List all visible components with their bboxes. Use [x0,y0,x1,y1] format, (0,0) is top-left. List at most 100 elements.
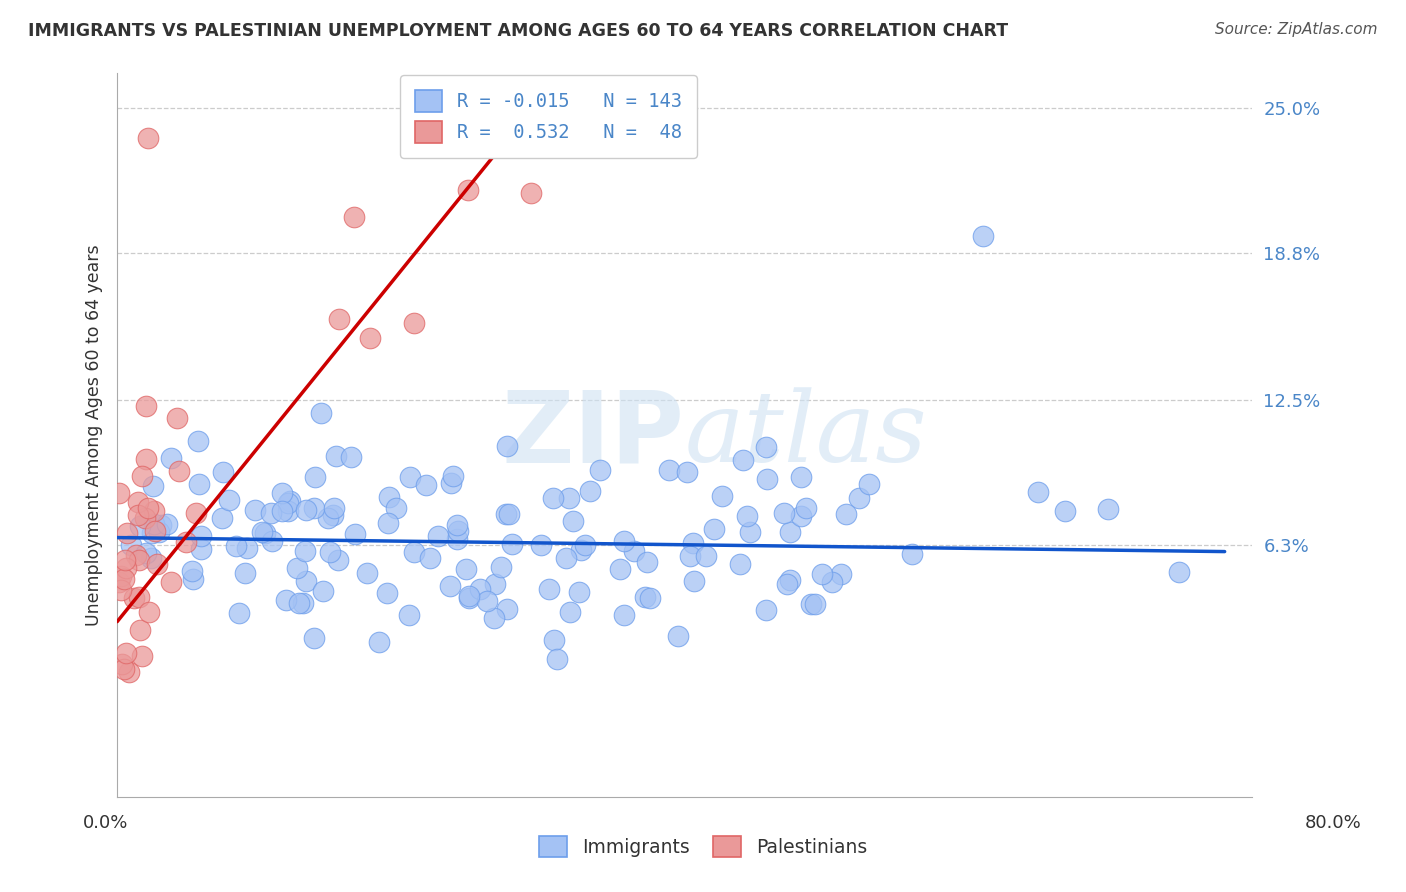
Point [794,501,817,516]
Point [419,550,441,565]
Text: Source: ZipAtlas.com: Source: ZipAtlas.com [1215,22,1378,37]
Point [695,549,717,563]
Point [811,567,834,582]
Point [519,186,541,200]
Point [166,410,188,425]
Point [404,545,426,559]
Point [187,434,209,448]
Text: IMMIGRANTS VS PALESTINIAN UNEMPLOYMENT AMONG AGES 60 TO 64 YEARS CORRELATION CHA: IMMIGRANTS VS PALESTINIAN UNEMPLOYMENT A… [28,22,1008,40]
Point [135,452,157,467]
Point [835,507,858,521]
Point [278,494,301,508]
Point [142,478,165,492]
Point [555,551,578,566]
Point [141,526,163,541]
Point [131,469,153,483]
Text: 0.0%: 0.0% [83,814,128,831]
Point [574,538,596,552]
Point [666,629,689,643]
Point [292,596,315,610]
Point [484,576,506,591]
Point [326,552,349,566]
Point [447,524,470,539]
Point [111,657,134,672]
Point [136,131,159,145]
Point [138,605,160,619]
Point [560,605,582,619]
Point [530,538,553,552]
Point [128,623,150,637]
Point [184,506,207,520]
Point [711,489,734,503]
Point [755,603,778,617]
Point [188,476,211,491]
Point [228,606,250,620]
Point [658,463,681,477]
Point [558,89,581,103]
Point [118,665,141,680]
Point [180,564,202,578]
Point [277,504,299,518]
Point [589,463,612,477]
Point [613,533,636,548]
Point [127,495,149,509]
Point [790,470,813,484]
Point [277,496,299,510]
Point [502,537,524,551]
Point [496,439,519,453]
Point [1053,504,1076,518]
Point [800,597,823,611]
Point [319,545,342,559]
Point [756,472,779,486]
Point [122,591,145,605]
Point [498,507,520,521]
Point [475,594,498,608]
Text: atlas: atlas [685,387,928,483]
Point [343,210,366,224]
Point [740,524,762,539]
Point [564,89,586,103]
Point [115,646,138,660]
Point [262,533,284,548]
Point [115,561,138,575]
Point [139,550,162,565]
Point [972,229,994,244]
Point [613,608,636,623]
Point [110,568,132,582]
Point [623,544,645,558]
Point [439,579,461,593]
Point [541,491,564,506]
Point [271,485,294,500]
Point [254,526,277,541]
Point [636,555,658,569]
Point [181,572,204,586]
Point [316,511,339,525]
Point [127,508,149,522]
Point [110,582,132,597]
Point [243,503,266,517]
Point [546,652,568,666]
Point [582,136,605,150]
Point [112,662,135,676]
Point [128,590,150,604]
Point [174,535,197,549]
Point [446,517,468,532]
Point [489,560,512,574]
Point [682,535,704,549]
Legend: R = -0.015   N = 143, R =  0.532   N =  48: R = -0.015 N = 143, R = 0.532 N = 48 [401,75,696,158]
Point [131,648,153,663]
Point [402,316,425,330]
Point [304,470,326,484]
Point [482,610,505,624]
Text: ZIP: ZIP [502,386,685,483]
Point [211,465,233,479]
Point [830,566,852,581]
Point [775,577,797,591]
Point [754,441,776,455]
Point [359,330,381,344]
Point [790,509,813,524]
Point [582,89,605,103]
Point [135,546,157,560]
Point [190,541,212,556]
Point [107,486,129,500]
